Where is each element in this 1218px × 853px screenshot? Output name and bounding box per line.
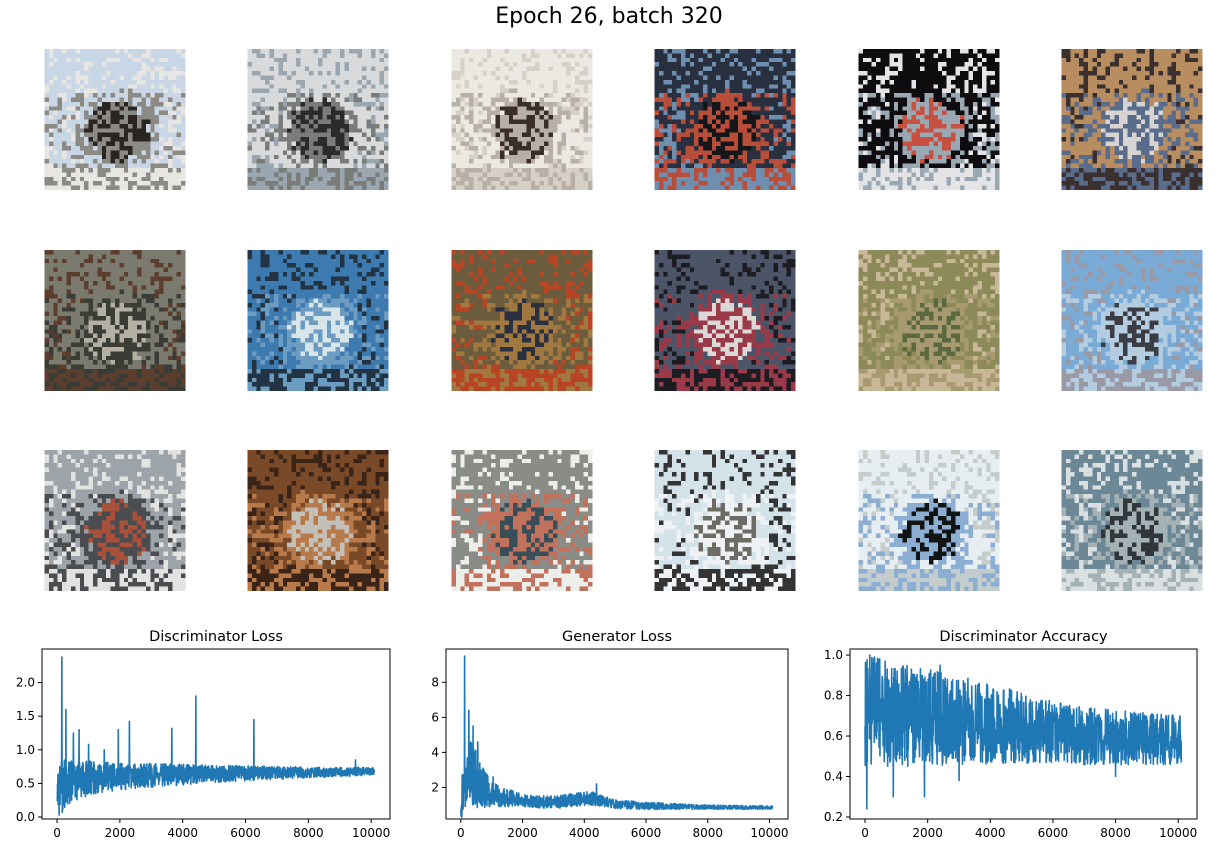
generator-loss-ytick-label: 2 bbox=[431, 780, 439, 794]
generator-loss-xtick-label: 0 bbox=[457, 826, 465, 840]
discriminator-accuracy-ytick-label: 0.8 bbox=[824, 689, 843, 703]
figure-title: Epoch 26, batch 320 bbox=[495, 4, 723, 29]
sample-image-3-4 bbox=[654, 450, 796, 591]
discriminator-accuracy-ytick-label: 0.2 bbox=[824, 810, 843, 824]
discriminator-accuracy-ytick-label: 0.4 bbox=[824, 770, 843, 784]
discriminator-accuracy-xtick-label: 4000 bbox=[975, 826, 1006, 840]
discriminator-accuracy-xtick-label: 2000 bbox=[912, 826, 943, 840]
discriminator-accuracy-ytick-label: 0.6 bbox=[824, 729, 843, 743]
sample-image-1-3 bbox=[451, 49, 593, 190]
sample-image-2-2 bbox=[247, 250, 389, 391]
discriminator-loss-ytick-label: 0.0 bbox=[16, 810, 35, 824]
sample-image-3-1 bbox=[44, 450, 186, 591]
discriminator-loss-title: Discriminator Loss bbox=[149, 629, 283, 645]
discriminator-loss-axes-frame bbox=[41, 648, 391, 820]
discriminator-accuracy-xtick-label: 8000 bbox=[1100, 826, 1131, 840]
generator-loss-xtick-label: 8000 bbox=[692, 826, 723, 840]
discriminator-loss-chart: 0 2000 4000 6000 8000 10000 0.0 0.5 1.0 1.5 2.0 Dis… bbox=[16, 629, 391, 840]
sample-image-1-4 bbox=[654, 49, 796, 190]
sample-image-2-1 bbox=[44, 250, 186, 391]
discriminator-accuracy-series-line bbox=[864, 654, 1183, 810]
discriminator-loss-ytick-label: 1.0 bbox=[16, 743, 35, 757]
generator-loss-ytick-label: 8 bbox=[431, 675, 439, 689]
sample-image-1-6 bbox=[1061, 49, 1203, 190]
discriminator-loss-xtick-label: 10000 bbox=[352, 826, 390, 840]
sample-image-2-5 bbox=[858, 250, 1000, 391]
discriminator-accuracy-axes-frame bbox=[849, 648, 1198, 820]
discriminator-loss-ytick-label: 2.0 bbox=[16, 676, 35, 690]
sample-image-2-3 bbox=[451, 250, 593, 391]
generator-loss-xtick-label: 2000 bbox=[507, 826, 538, 840]
generator-loss-axes-frame bbox=[445, 648, 789, 820]
generator-loss-ytick-label: 4 bbox=[431, 745, 439, 759]
sample-image-1-2 bbox=[247, 49, 389, 190]
discriminator-accuracy-title: Discriminator Accuracy bbox=[939, 629, 1108, 645]
sample-image-1-5 bbox=[858, 49, 1000, 190]
discriminator-accuracy-chart: 0 2000 4000 6000 8000 10000 0.2 0.4 0.6 0.8 1.0 Dis… bbox=[824, 629, 1198, 840]
discriminator-loss-ytick-label: 1.5 bbox=[16, 709, 35, 723]
sample-image-3-6 bbox=[1061, 450, 1203, 591]
generator-loss-ytick-label: 6 bbox=[431, 710, 439, 724]
sample-image-2-6 bbox=[1061, 250, 1203, 391]
generator-loss-xtick-label: 10000 bbox=[750, 826, 788, 840]
discriminator-loss-ytick-label: 0.5 bbox=[16, 776, 35, 790]
sample-image-3-5 bbox=[858, 450, 1000, 591]
generator-loss-xtick-label: 4000 bbox=[569, 826, 600, 840]
discriminator-loss-xtick-label: 0 bbox=[53, 826, 61, 840]
discriminator-loss-xtick-label: 8000 bbox=[293, 826, 324, 840]
generator-loss-xtick-label: 6000 bbox=[631, 826, 662, 840]
generator-loss-chart: 0 2000 4000 6000 8000 10000 2 4 6 8 Generator Loss bbox=[431, 629, 788, 840]
discriminator-loss-xtick-label: 4000 bbox=[167, 826, 198, 840]
discriminator-accuracy-xtick-label: 6000 bbox=[1038, 826, 1069, 840]
generator-loss-title: Generator Loss bbox=[562, 629, 672, 645]
discriminator-loss-xtick-label: 2000 bbox=[105, 826, 136, 840]
discriminator-accuracy-xtick-label: 0 bbox=[861, 826, 869, 840]
sample-image-3-3 bbox=[451, 450, 593, 591]
sample-image-2-4 bbox=[654, 250, 796, 391]
generator-loss-series-line bbox=[460, 655, 774, 819]
discriminator-loss-xtick-label: 6000 bbox=[230, 826, 261, 840]
training-plots-svg: 0 2000 4000 6000 8000 10000 0.0 0.5 1.0 1.5 2.0 Dis… bbox=[16, 629, 1198, 840]
training-plots: 0 2000 4000 6000 8000 10000 0.0 0.5 1.0 1.5 2.0 Dis… bbox=[0, 620, 1218, 853]
discriminator-accuracy-xtick-label: 10000 bbox=[1159, 826, 1197, 840]
sample-image-3-2 bbox=[247, 450, 389, 591]
discriminator-loss-series-line bbox=[56, 656, 376, 816]
sample-image-1-1 bbox=[44, 49, 186, 190]
discriminator-accuracy-ytick-label: 1.0 bbox=[824, 648, 843, 662]
